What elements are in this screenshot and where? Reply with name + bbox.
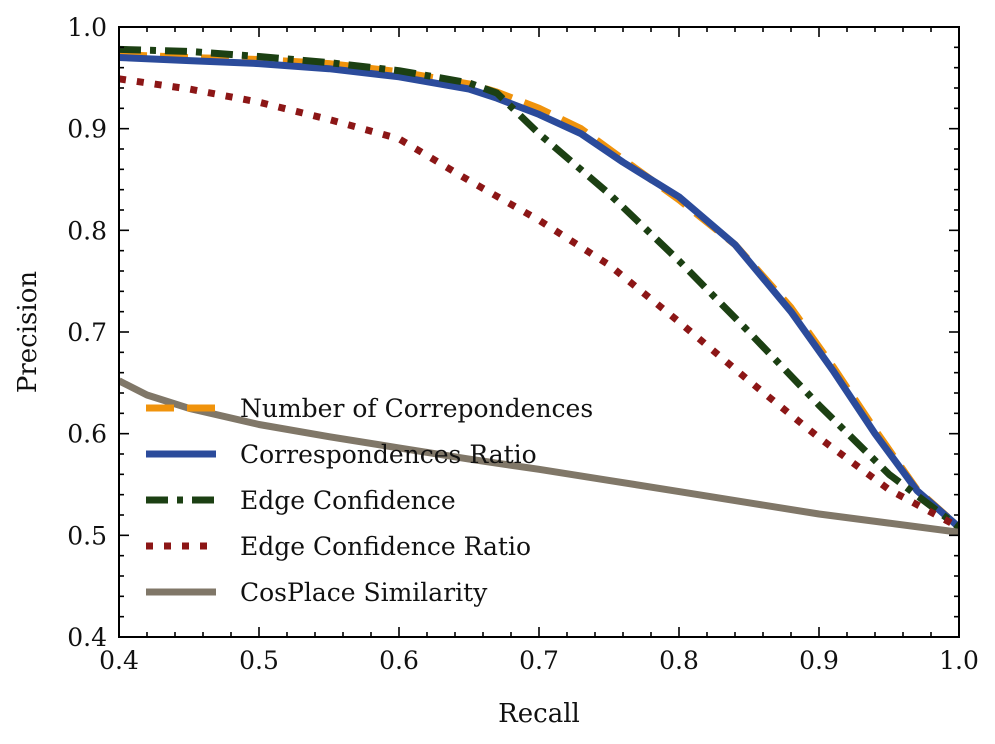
x-tick-label: 0.4: [99, 646, 139, 675]
series-line-3: [119, 45, 959, 530]
x-tick-label: 0.7: [519, 646, 559, 675]
y-tick-label: 0.8: [67, 216, 107, 245]
legend-label-2: Correspondences Ratio: [240, 440, 537, 469]
legend: Number of Correpondences Correspondences …: [146, 394, 593, 607]
y-axis-label: Precision: [13, 271, 43, 393]
y-tick-label: 1.0: [67, 13, 107, 42]
tick-label-layer: 0.4 0.5 0.6 0.7 0.8 0.9 1.0 0.4 0.5 0.6 0.7 0.8 0.9 1…: [67, 13, 979, 675]
y-tick-label: 0.6: [67, 420, 107, 449]
series-line-2: [119, 54, 959, 530]
y-tick-label: 0.9: [67, 115, 107, 144]
x-tick-label: 0.9: [799, 646, 839, 675]
legend-label-1: Number of Correpondences: [240, 394, 593, 423]
y-tick-label: 0.7: [67, 318, 107, 347]
legend-label-3: Edge Confidence: [240, 486, 456, 515]
y-tick-label: 0.5: [67, 521, 107, 550]
x-tick-label: 0.8: [659, 646, 699, 675]
y-tick-label: 0.4: [67, 623, 107, 652]
x-tick-label: 0.5: [239, 646, 279, 675]
legend-label-5: CosPlace Similarity: [240, 578, 488, 607]
plot-frame: [118, 26, 960, 638]
series-layer: [119, 45, 959, 536]
legend-label-4: Edge Confidence Ratio: [240, 532, 531, 561]
x-tick-label: 1.0: [939, 646, 979, 675]
x-tick-label: 0.6: [379, 646, 419, 675]
x-axis-label: Recall: [498, 699, 580, 729]
